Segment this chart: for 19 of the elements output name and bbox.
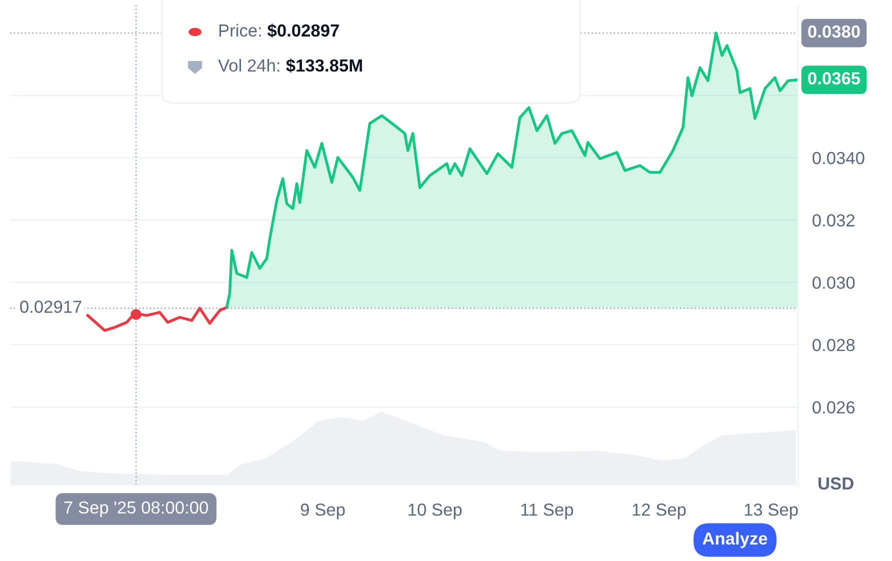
ref-line-label: 0.0380 — [808, 25, 860, 38]
y-tick-label: 0.028 — [812, 338, 855, 352]
y-tick-label: 0.032 — [812, 214, 854, 227]
x-tick-label: 13 Sep — [744, 504, 798, 520]
annotation: Vol 24h: $133.85M — [218, 58, 362, 73]
y-tick-label: 0.0340 — [812, 152, 864, 164]
x-tick-label: 11 Sep — [521, 504, 574, 520]
line-series — [86, 306, 228, 332]
x-tick-label: 10 Sep — [408, 504, 462, 520]
y-tick-label: 0.026 — [812, 401, 855, 414]
annotation: Price: $0.02897 — [219, 24, 339, 38]
x-tick-label: 12 Sep — [632, 504, 686, 520]
y-tick-label: 0.030 — [812, 276, 855, 289]
annotation: 0.0365 — [808, 72, 860, 84]
ref-line-label: 0.02917 — [20, 300, 82, 313]
y-axis-title: USD — [818, 477, 854, 490]
text: Analyze — [702, 532, 768, 548]
ref-line-label: 7 Sep '25 08:00:00 — [64, 501, 208, 518]
x-tick-label: 9 Sep — [300, 504, 345, 520]
